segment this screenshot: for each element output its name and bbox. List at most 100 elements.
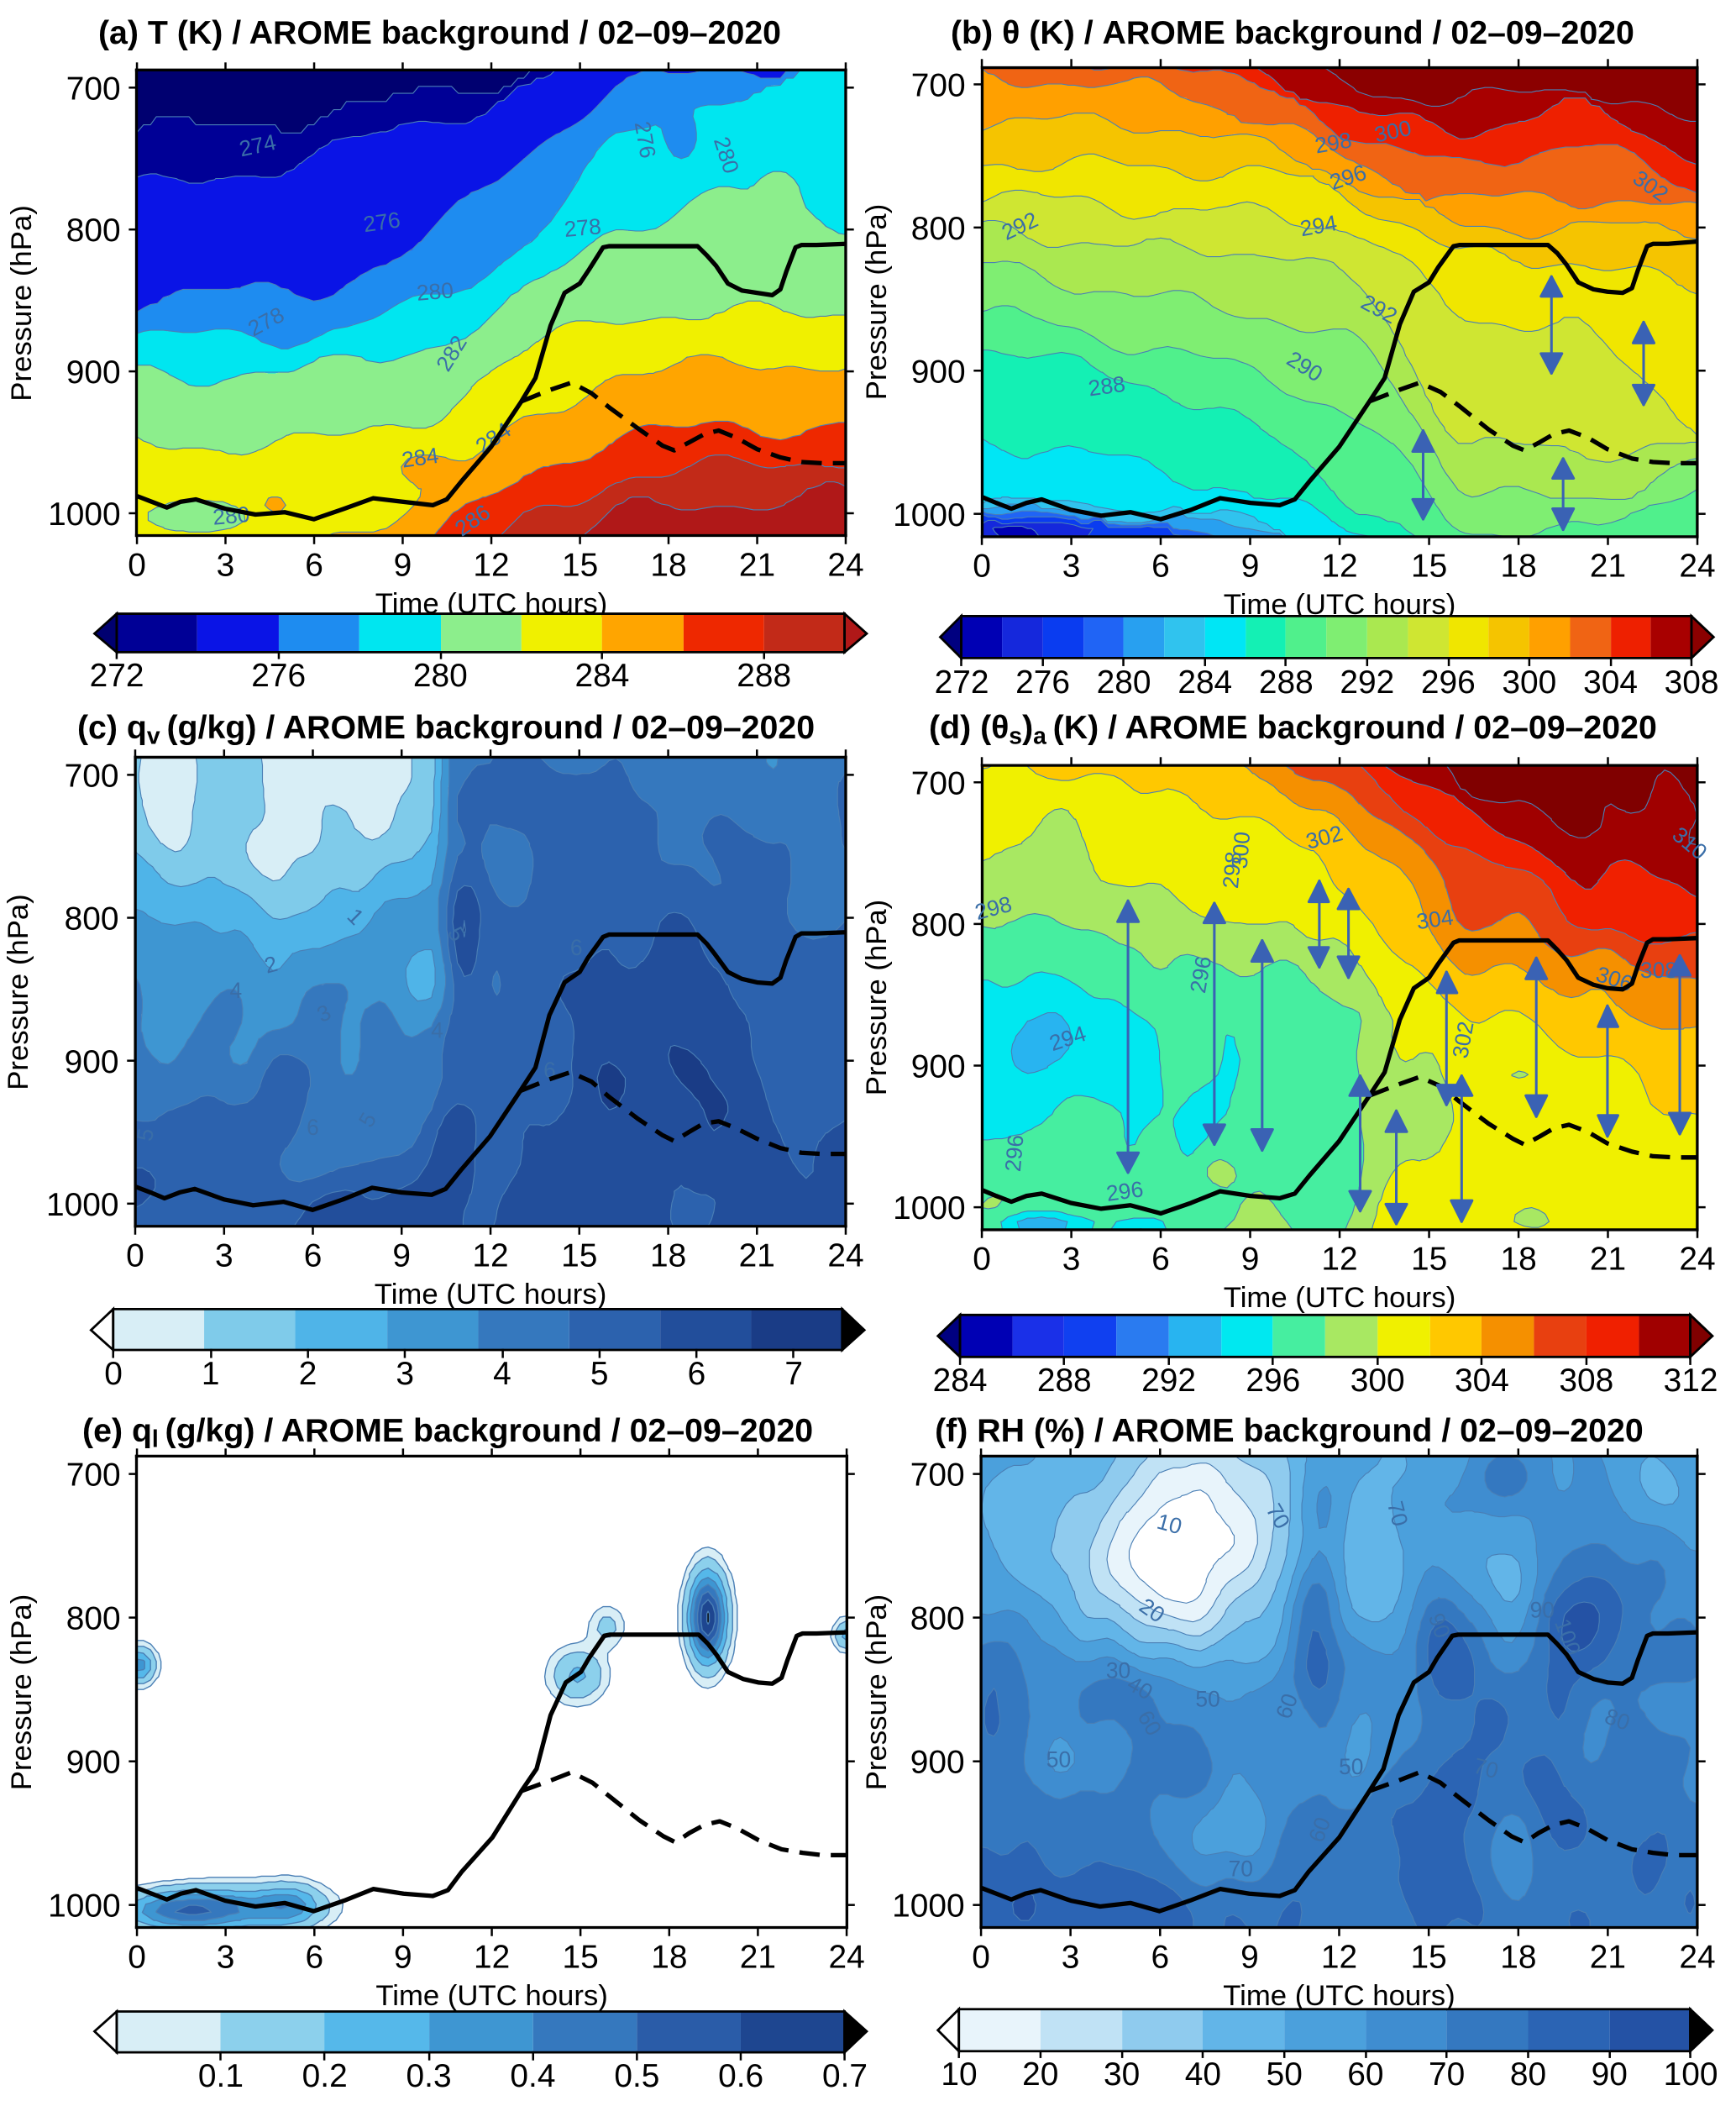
svg-text:292: 292 bbox=[1141, 1363, 1196, 1399]
svg-text:9: 9 bbox=[1240, 1940, 1259, 1976]
svg-text:90: 90 bbox=[1592, 2056, 1628, 2093]
svg-text:21: 21 bbox=[1590, 1940, 1626, 1976]
svg-text:900: 900 bbox=[66, 1745, 121, 1781]
svg-text:Pressure (hPa): Pressure (hPa) bbox=[3, 894, 34, 1090]
svg-text:294: 294 bbox=[1298, 210, 1340, 241]
svg-text:1000: 1000 bbox=[46, 1187, 118, 1223]
svg-text:900: 900 bbox=[911, 1049, 966, 1085]
svg-text:3: 3 bbox=[217, 548, 235, 584]
svg-text:): ) bbox=[1022, 709, 1033, 746]
svg-text:7: 7 bbox=[784, 1356, 803, 1392]
svg-text:Time (UTC hours): Time (UTC hours) bbox=[375, 1980, 607, 2012]
svg-text:50: 50 bbox=[1339, 1754, 1363, 1779]
svg-text:1000: 1000 bbox=[48, 496, 120, 533]
svg-text:800: 800 bbox=[910, 1601, 965, 1637]
svg-text:2: 2 bbox=[299, 1356, 317, 1392]
svg-text:21: 21 bbox=[740, 1940, 776, 1976]
svg-text:0: 0 bbox=[973, 1242, 991, 1278]
svg-text:(e) q: (e) q bbox=[82, 1412, 152, 1449]
svg-text:278: 278 bbox=[564, 213, 602, 242]
svg-text:70: 70 bbox=[1429, 2056, 1465, 2093]
svg-text:296: 296 bbox=[1421, 664, 1476, 701]
svg-text:(g/kg) / AROME background / 02: (g/kg) / AROME background / 02–09–2020 bbox=[166, 709, 815, 746]
svg-text:0: 0 bbox=[972, 1940, 990, 1976]
svg-text:50: 50 bbox=[1195, 1687, 1219, 1712]
svg-text:304: 304 bbox=[1455, 1363, 1509, 1399]
svg-text:1: 1 bbox=[202, 1356, 220, 1392]
svg-text:(a) T (K) / AROME background /: (a) T (K) / AROME background / 02–09–202… bbox=[98, 14, 781, 51]
svg-text:284: 284 bbox=[400, 443, 440, 473]
svg-text:900: 900 bbox=[66, 355, 121, 391]
svg-text:24: 24 bbox=[827, 1238, 863, 1274]
svg-text:312: 312 bbox=[1664, 1363, 1718, 1399]
svg-text:12: 12 bbox=[472, 1238, 508, 1274]
svg-text:1000: 1000 bbox=[893, 1190, 965, 1226]
svg-text:15: 15 bbox=[562, 548, 598, 584]
svg-text:1000: 1000 bbox=[893, 497, 965, 533]
svg-text:l: l bbox=[152, 1426, 159, 1452]
svg-text:700: 700 bbox=[66, 71, 121, 107]
svg-text:900: 900 bbox=[65, 1044, 119, 1080]
svg-text:5: 5 bbox=[590, 1356, 609, 1392]
svg-text:0.2: 0.2 bbox=[302, 2058, 348, 2094]
svg-text:(c) q: (c) q bbox=[77, 709, 147, 746]
svg-text:288: 288 bbox=[1087, 371, 1127, 402]
svg-text:900: 900 bbox=[910, 1745, 965, 1781]
svg-text:800: 800 bbox=[911, 907, 966, 943]
svg-text:70: 70 bbox=[1229, 1857, 1253, 1882]
svg-text:4: 4 bbox=[493, 1356, 511, 1392]
svg-text:10: 10 bbox=[941, 2056, 977, 2093]
svg-text:30: 30 bbox=[1104, 2056, 1140, 2093]
svg-text:18: 18 bbox=[650, 1238, 686, 1274]
svg-text:24: 24 bbox=[1679, 1242, 1715, 1278]
svg-text:50: 50 bbox=[1267, 2056, 1303, 2093]
svg-text:0.6: 0.6 bbox=[718, 2058, 763, 2094]
svg-text:800: 800 bbox=[911, 211, 966, 247]
svg-text:90: 90 bbox=[1530, 1598, 1555, 1623]
svg-text:5: 5 bbox=[132, 1127, 159, 1143]
svg-text:a: a bbox=[1033, 722, 1046, 749]
svg-text:296: 296 bbox=[1246, 1363, 1300, 1399]
svg-text:15: 15 bbox=[563, 1940, 599, 1976]
svg-text:18: 18 bbox=[650, 548, 686, 584]
svg-text:9: 9 bbox=[394, 1940, 412, 1976]
svg-text:21: 21 bbox=[739, 1238, 775, 1274]
svg-text:272: 272 bbox=[90, 658, 144, 694]
svg-text:21: 21 bbox=[739, 548, 775, 584]
svg-text:(f) RH (%) / AROME background: (f) RH (%) / AROME background / 02–09–20… bbox=[935, 1412, 1644, 1449]
svg-text:300: 300 bbox=[1351, 1363, 1405, 1399]
svg-text:308: 308 bbox=[1665, 664, 1719, 701]
svg-text:3: 3 bbox=[1062, 1242, 1081, 1278]
svg-text:30: 30 bbox=[1106, 1657, 1130, 1683]
svg-text:308: 308 bbox=[1559, 1363, 1613, 1399]
svg-text:15: 15 bbox=[1411, 1242, 1447, 1278]
svg-text:292: 292 bbox=[1340, 664, 1394, 701]
svg-text:296: 296 bbox=[1104, 1176, 1145, 1206]
svg-text:9: 9 bbox=[1241, 1242, 1260, 1278]
svg-text:9: 9 bbox=[392, 1238, 411, 1274]
svg-text:300: 300 bbox=[1227, 831, 1256, 869]
svg-text:24: 24 bbox=[1679, 1940, 1715, 1976]
svg-text:6: 6 bbox=[306, 1940, 324, 1976]
svg-text:700: 700 bbox=[65, 759, 119, 795]
svg-text:0.7: 0.7 bbox=[822, 2058, 868, 2094]
svg-text:272: 272 bbox=[935, 664, 989, 701]
svg-text:6: 6 bbox=[305, 548, 323, 584]
svg-text:284: 284 bbox=[933, 1363, 988, 1399]
svg-text:0: 0 bbox=[973, 549, 991, 585]
svg-text:700: 700 bbox=[66, 1457, 121, 1494]
svg-text:9: 9 bbox=[394, 548, 412, 584]
svg-text:Pressure (hPa): Pressure (hPa) bbox=[861, 1594, 893, 1790]
svg-text:Time (UTC hours): Time (UTC hours) bbox=[1223, 1980, 1455, 2012]
svg-text:3: 3 bbox=[215, 1238, 233, 1274]
svg-text:(d) (θ: (d) (θ bbox=[929, 709, 1009, 746]
svg-text:15: 15 bbox=[561, 1238, 597, 1274]
svg-text:12: 12 bbox=[473, 548, 509, 584]
svg-text:60: 60 bbox=[1347, 2056, 1383, 2093]
svg-text:3: 3 bbox=[1062, 1940, 1080, 1976]
svg-text:280: 280 bbox=[416, 277, 454, 306]
svg-text:700: 700 bbox=[911, 68, 966, 104]
svg-text:302: 302 bbox=[1447, 1019, 1478, 1060]
svg-text:6: 6 bbox=[1151, 1940, 1169, 1976]
svg-text:900: 900 bbox=[911, 354, 966, 390]
